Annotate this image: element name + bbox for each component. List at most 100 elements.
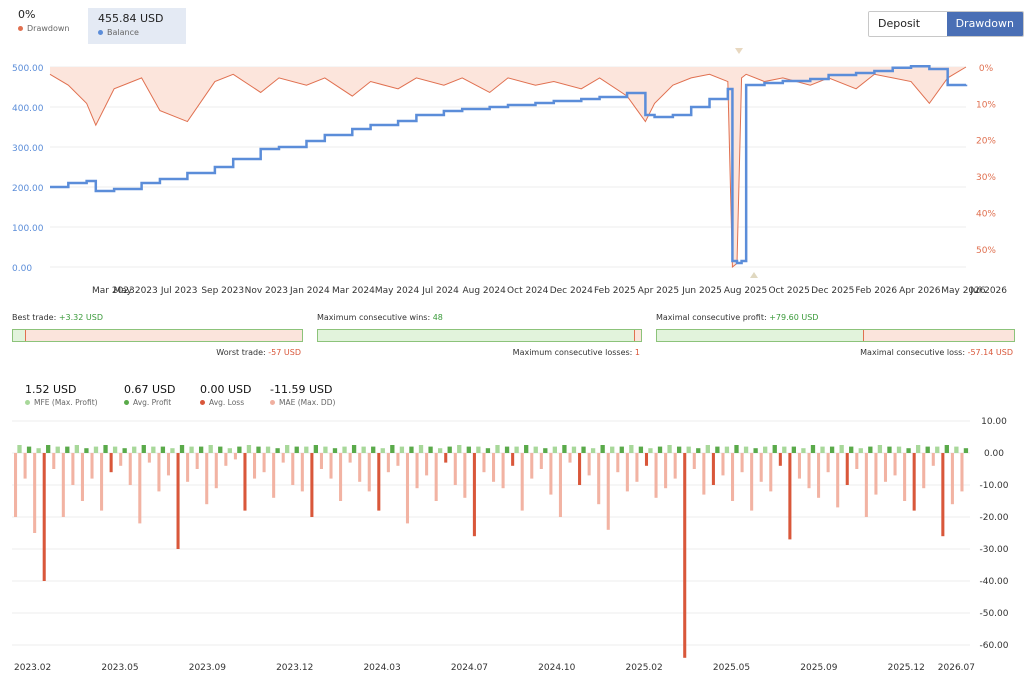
drawdown-dot-icon [18,26,23,31]
mae-bar [367,453,371,492]
balance-x-label: May 2026 [941,286,986,296]
mfe-bar [218,446,223,453]
drawdown-axis-tick: 0% [979,64,994,74]
mae-bar [281,453,285,463]
bar-x-label: 2023.12 [276,663,313,673]
mfe-bar [590,448,596,453]
kpi-avg-profit[interactable]: 0.67 USD Avg. Profit [124,383,176,407]
balance-chart: 500.00 400.00 300.00 200.00 100.00 0.00 0% 10%… [12,48,1007,296]
bar-x-label: 2024.10 [538,663,575,673]
drawdown-legend[interactable]: 0% Drawdown [18,8,69,42]
balance-x-label: Apr 2025 [638,286,679,296]
mfe-bar [600,445,605,453]
drawdown-label: Drawdown [27,24,70,33]
mfe-bar [466,446,471,453]
avg-profit-dot-icon [124,400,129,405]
mae-bar [664,453,668,489]
mfe-bar [351,445,357,453]
mfe-bar [84,448,89,453]
mae-bar [186,453,190,482]
drawdown-axis-tick: 30% [976,173,996,183]
mae-bar [272,453,276,498]
bar-axis-tick: -40.00 [979,577,1008,587]
best-trade-label: Best trade: [12,313,57,322]
kpi-mfe[interactable]: 1.52 USD MFE (Max. Profit) [25,383,98,407]
mfe-bar [428,446,433,453]
mae-bar [147,453,151,463]
drawdown-axis-tick: 20% [976,137,996,147]
bar-x-label: 2025.05 [713,663,750,673]
mae-bar [492,453,496,482]
mae-bar [520,453,524,511]
mfe-bar [227,448,232,453]
mfe-bar [772,445,777,453]
mfe-bar [696,448,701,453]
mfe-bar [619,446,624,453]
mae-bar [176,453,180,549]
mae-bar [864,453,868,517]
mae-bar [243,453,247,511]
mae-bar [597,453,601,505]
mae-bar [702,453,706,495]
mfe-bar [237,446,242,453]
balance-x-label: Jan 2024 [289,286,330,296]
max-cons-wins-label: Maximum consecutive wins: [317,313,431,322]
bottom-marker-icon [750,272,758,278]
mfe-bar [610,446,615,453]
mae-bar [329,453,333,479]
balance-x-label: Nov 2023 [245,286,288,296]
balance-x-label: Apr 2026 [899,286,941,296]
deposit-load-button[interactable]: Deposit load [869,12,947,36]
mfe-bar [657,446,663,453]
mae-bar [482,453,486,473]
mae-bar [587,453,591,476]
kpi-avg-loss[interactable]: 0.00 USD Avg. Loss [200,383,252,407]
mae-bar [214,453,218,489]
chart-mode-toggle: Deposit load Drawdown [868,11,1024,37]
mfe-bar [275,448,280,453]
drawdown-button[interactable]: Drawdown [946,12,1023,36]
max-cons-wins-value: 48 [432,313,443,322]
mfe-bar [504,446,510,453]
mae-bar [319,453,323,469]
mae-bar [205,453,209,505]
mae-bar [721,453,725,476]
max-cons-losses-label: Maximum consecutive losses: [512,348,633,357]
mae-bar [71,453,75,485]
mfe-bar [332,448,338,453]
bar-axis-tick: -60.00 [979,641,1008,651]
balance-x-label: Feb 2025 [594,286,636,296]
mfe-bar [74,445,80,453]
mfe-bar [896,446,902,453]
mfe-bar [170,448,175,453]
mae-bar [797,453,801,479]
balance-line [50,64,968,265]
mae-bar [128,453,132,485]
mfe-bar [571,446,577,453]
mae-bar [941,453,945,537]
mae-bar [224,453,228,466]
balance-legend[interactable]: 455.84 USD Balance [88,8,186,44]
mfe-bar [36,448,41,453]
mae-bar [253,453,257,479]
mae-bar [654,453,658,498]
cons-wins-losses-bar [317,329,642,342]
balance-axis-tick: 500.00 [12,64,44,74]
drawdown-axis-tick: 10% [976,100,996,110]
mae-bar [740,453,744,473]
mfe-bar [648,448,653,453]
kpi-mae[interactable]: -11.59 USD MAE (Max. DD) [270,383,336,407]
mfe-bar [676,446,682,453]
mfe-dot-icon [25,400,30,405]
mfe-bar [17,445,22,453]
mae-bar [769,453,773,492]
mfe-bar [868,446,873,453]
mae-bar [348,453,352,463]
bar-x-label: 2025.09 [800,663,837,673]
mae-bar [463,453,467,498]
mfe-bar [638,446,644,453]
mae-bar [109,453,113,473]
mfe-bar [189,446,194,453]
mfe-bar [380,448,385,453]
max-cons-profit-value: +79.60 USD [769,313,819,322]
